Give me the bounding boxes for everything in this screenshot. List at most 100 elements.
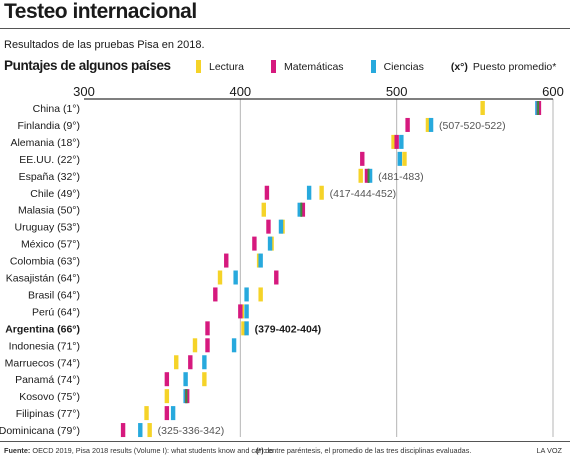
mark-matematicas	[164, 372, 170, 387]
mark-ciencias	[202, 355, 207, 370]
mark-matematicas	[188, 355, 193, 370]
x-tick-label-300: 300	[73, 84, 95, 99]
mark-lectura	[174, 355, 179, 370]
mark-lectura	[261, 202, 266, 217]
mark-matematicas	[252, 236, 257, 251]
annotation: (481-483)	[378, 171, 424, 183]
row-label: México (57°)	[21, 239, 80, 251]
mark-lectura	[217, 270, 223, 285]
brand-label: LA VOZ	[536, 446, 562, 455]
mark-matematicas	[360, 151, 365, 166]
mark-ciencias	[258, 253, 263, 268]
mark-matematicas	[266, 219, 271, 234]
mark-matematicas	[274, 270, 279, 285]
mark-matematicas	[238, 304, 243, 319]
mark-lectura	[391, 134, 396, 149]
mark-lectura	[241, 321, 246, 336]
row-label: Finlandia (9°)	[17, 120, 80, 132]
mark-lectura	[480, 101, 485, 115]
mark-matematicas	[394, 134, 399, 149]
legend: Lectura Matemáticas Ciencias (x°) Puesto…	[196, 60, 556, 73]
row-label: Argentina (66°)	[5, 323, 80, 335]
row-label: Panamá (74°)	[15, 374, 80, 386]
row-label: Kosovo (75°)	[19, 391, 80, 403]
mark-ciencias	[278, 219, 284, 234]
row-label: Colombia (63°)	[10, 256, 80, 268]
row-label: Brasil (64°)	[28, 289, 80, 301]
mark-ciencias	[267, 236, 273, 251]
mark-matematicas	[205, 338, 210, 353]
row-label: Indonesia (71°)	[9, 340, 80, 352]
legend-swatch-lectura	[196, 60, 201, 73]
source-text: OECD 2019, Pisa 2018 results (Volume I):…	[32, 446, 274, 455]
legend-label-ciencias: Ciencias	[383, 60, 424, 73]
mark-matematicas	[205, 321, 210, 336]
annotation: (417-444-452)	[330, 188, 397, 200]
annotation: (507-520-522)	[439, 120, 506, 132]
row-label: R. Dominicana (79°)	[0, 425, 80, 437]
bottom-divider	[0, 441, 570, 442]
mark-lectura	[402, 151, 407, 166]
mark-overlap	[537, 101, 540, 115]
row-label: Kasajistán (64°)	[6, 273, 80, 285]
legend-swatch-matematicas	[271, 60, 277, 73]
mark-ciencias	[367, 168, 373, 183]
row-label: Malasia (50°)	[18, 205, 80, 217]
mark-ciencias	[244, 304, 249, 319]
legend-swatch-ciencias	[370, 60, 376, 73]
x-tick-label-500: 500	[386, 84, 408, 99]
mark-lectura	[164, 389, 170, 404]
mark-lectura	[147, 423, 152, 438]
row-label: Uruguay (53°)	[15, 222, 80, 234]
footnote-text: entre paréntesis, el promedio de las tre…	[268, 446, 472, 455]
mark-lectura	[192, 338, 198, 353]
mark-lectura	[258, 287, 263, 302]
mark-matematicas	[224, 253, 229, 268]
chart-heading: Puntajes de algunos países	[4, 58, 171, 73]
footer: Fuente: OECD 2019, Pisa 2018 results (Vo…	[4, 446, 566, 455]
chart-subtitle: Resultados de las pruebas Pisa en 2018.	[4, 39, 205, 51]
mark-lectura	[144, 406, 149, 421]
legend-rank-label: Puesto promedio*	[472, 60, 557, 73]
mark-ciencias	[397, 151, 402, 166]
mark-ciencias	[244, 321, 249, 336]
mark-lectura	[425, 117, 431, 132]
row-label: China (1°)	[33, 103, 80, 115]
legend-label-matematicas: Matemáticas	[284, 60, 344, 73]
top-divider	[0, 28, 570, 29]
legend-label-lectura: Lectura	[209, 60, 245, 73]
mark-matematicas	[213, 287, 218, 302]
row-label: Filipinas (77°)	[16, 408, 80, 420]
chart-title: Testeo internacional	[4, 0, 197, 23]
mark-lectura	[358, 168, 363, 183]
mark-matematicas	[364, 168, 370, 183]
mark-matematicas	[405, 117, 410, 132]
mark-matematicas	[164, 406, 170, 421]
mark-lectura	[202, 372, 207, 387]
row-label: Chile (49°)	[30, 188, 80, 200]
footnote-key: (*):	[256, 446, 267, 455]
mark-ciencias	[297, 202, 302, 217]
footnote: (*): entre paréntesis, el promedio de la…	[256, 446, 471, 455]
mark-ciencias	[244, 287, 249, 302]
mark-ciencias	[183, 372, 188, 387]
annotation: (379-402-404)	[255, 323, 322, 335]
mark-overlap	[300, 202, 303, 217]
mark-lectura	[319, 185, 324, 200]
mark-overlap	[367, 168, 370, 183]
x-tick-label-600: 600	[542, 84, 564, 99]
row-label: España (32°)	[19, 171, 80, 183]
mark-ciencias	[233, 270, 238, 285]
mark-overlap	[185, 389, 188, 404]
mark-ciencias	[428, 117, 434, 132]
source-label: Fuente:	[4, 446, 31, 455]
row-label: EE.UU. (22°)	[19, 154, 80, 166]
mark-ciencias	[138, 423, 143, 438]
x-tick-label-400: 400	[229, 84, 251, 99]
legend-rank-key: (x°)	[450, 60, 468, 73]
row-label: Marruecos (74°)	[5, 357, 80, 369]
mark-matematicas	[264, 185, 270, 200]
row-label: Alemania (18°)	[10, 137, 80, 149]
mark-ciencias	[170, 406, 176, 421]
